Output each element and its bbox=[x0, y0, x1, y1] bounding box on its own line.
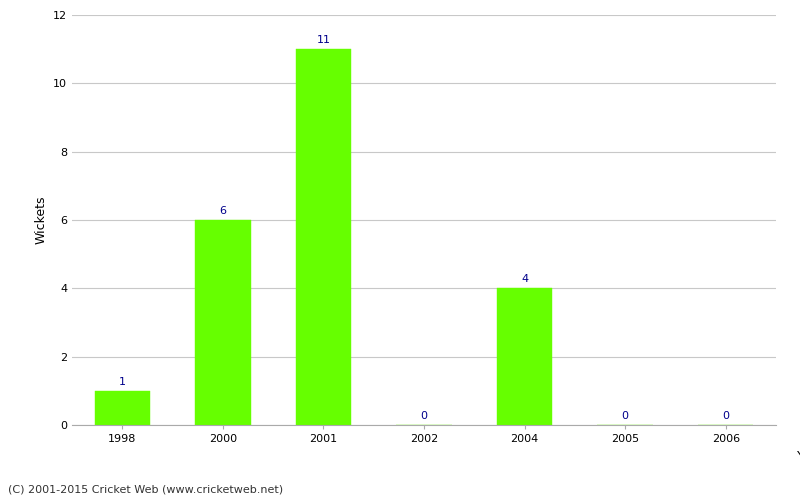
Bar bbox=[94, 391, 150, 425]
Bar bbox=[296, 49, 351, 425]
Bar bbox=[497, 288, 552, 425]
Text: 0: 0 bbox=[622, 411, 629, 421]
Text: 0: 0 bbox=[421, 411, 427, 421]
Text: 4: 4 bbox=[521, 274, 528, 284]
Text: 6: 6 bbox=[219, 206, 226, 216]
Text: 1: 1 bbox=[118, 376, 126, 386]
Text: 0: 0 bbox=[722, 411, 730, 421]
Text: (C) 2001-2015 Cricket Web (www.cricketweb.net): (C) 2001-2015 Cricket Web (www.cricketwe… bbox=[8, 485, 283, 495]
Bar bbox=[195, 220, 250, 425]
Text: Year: Year bbox=[797, 450, 800, 463]
Y-axis label: Wickets: Wickets bbox=[34, 196, 47, 244]
Text: 11: 11 bbox=[317, 35, 330, 45]
